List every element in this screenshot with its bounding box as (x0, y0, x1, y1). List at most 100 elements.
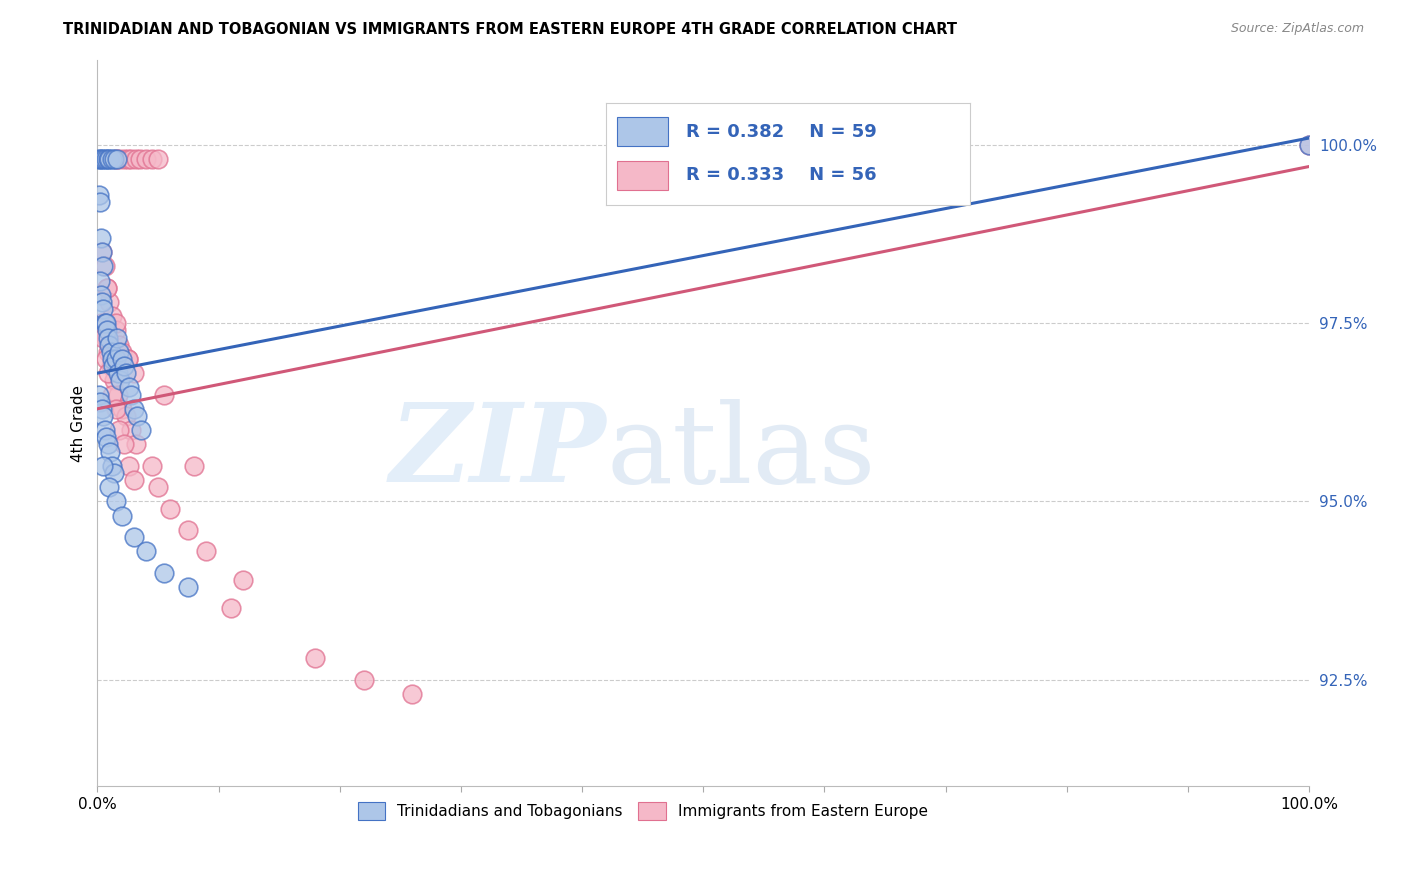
Point (120, 387, 142, 401)
Point (118, 458, 141, 473)
Point (153, 387, 176, 401)
Point (146, 153, 169, 167)
Point (98, 444, 121, 458)
Point (112, 437, 135, 451)
Text: atlas: atlas (606, 399, 876, 506)
Point (101, 359, 124, 373)
Point (118, 380, 141, 394)
Point (90, 287, 112, 301)
Point (104, 316, 127, 330)
Point (120, 153, 142, 167)
Point (108, 337, 131, 351)
Point (93, 153, 115, 167)
Point (90, 316, 112, 330)
Point (93, 423, 115, 437)
Point (135, 544, 157, 558)
Point (146, 480, 169, 494)
Point (107, 387, 129, 401)
Point (110, 344, 132, 359)
Point (115, 409, 138, 423)
Point (93, 301, 115, 316)
Point (177, 523, 200, 537)
Point (112, 359, 135, 373)
Point (89, 153, 111, 167)
Text: TRINIDADIAN AND TOBAGONIAN VS IMMIGRANTS FROM EASTERN EUROPE 4TH GRADE CORRELATI: TRINIDADIAN AND TOBAGONIAN VS IMMIGRANTS… (63, 22, 957, 37)
Point (141, 458, 163, 473)
Point (101, 351, 124, 366)
Legend: Trinidadians and Tobagonians, Immigrants from Eastern Europe: Trinidadians and Tobagonians, Immigrants… (352, 797, 934, 826)
Point (110, 373, 132, 387)
Point (98, 153, 121, 167)
Point (105, 330, 128, 344)
Point (96, 280, 118, 294)
Point (183, 458, 205, 473)
Point (89, 387, 111, 401)
Point (90, 231, 112, 245)
Point (122, 473, 145, 487)
Point (98, 337, 121, 351)
Point (93, 316, 115, 330)
Y-axis label: 4th Grade: 4th Grade (72, 384, 86, 461)
Point (122, 530, 145, 544)
Point (105, 153, 128, 167)
Point (101, 153, 124, 167)
Point (101, 387, 124, 401)
Point (91, 153, 114, 167)
Point (89, 195, 111, 210)
Point (128, 153, 150, 167)
Point (94, 351, 117, 366)
Point (103, 153, 125, 167)
Point (153, 566, 176, 580)
Point (108, 344, 131, 359)
Point (115, 366, 138, 380)
Point (94, 316, 117, 330)
Point (353, 673, 375, 687)
Point (110, 508, 132, 523)
Point (101, 309, 124, 323)
Point (97, 153, 120, 167)
Text: Source: ZipAtlas.com: Source: ZipAtlas.com (1230, 22, 1364, 36)
Point (96, 280, 118, 294)
Point (159, 501, 181, 516)
Point (141, 153, 163, 167)
Point (93, 259, 115, 273)
Point (98, 480, 121, 494)
Point (125, 153, 148, 167)
Point (104, 401, 127, 416)
Point (112, 153, 135, 167)
Point (97, 366, 120, 380)
Point (97, 437, 120, 451)
Point (120, 423, 142, 437)
Point (93, 316, 115, 330)
Point (103, 373, 125, 387)
Point (108, 423, 131, 437)
Point (87, 188, 110, 202)
Point (96, 323, 118, 337)
Point (304, 651, 326, 665)
Point (104, 153, 127, 167)
Point (125, 437, 148, 451)
Point (1298, 138, 1320, 153)
Point (103, 466, 125, 480)
Point (177, 580, 200, 594)
Point (135, 153, 157, 167)
Point (110, 351, 132, 366)
Point (104, 323, 127, 337)
Point (93, 259, 115, 273)
Point (107, 366, 129, 380)
Point (100, 359, 122, 373)
Point (104, 351, 127, 366)
Point (117, 351, 139, 366)
Point (91, 245, 114, 260)
Point (91, 294, 114, 309)
Point (401, 687, 423, 701)
Point (98, 294, 121, 309)
Point (195, 544, 218, 558)
Point (219, 601, 242, 615)
Point (129, 423, 152, 437)
Point (1298, 138, 1320, 153)
Point (100, 344, 122, 359)
Point (89, 273, 111, 287)
Point (122, 366, 145, 380)
Point (122, 401, 145, 416)
